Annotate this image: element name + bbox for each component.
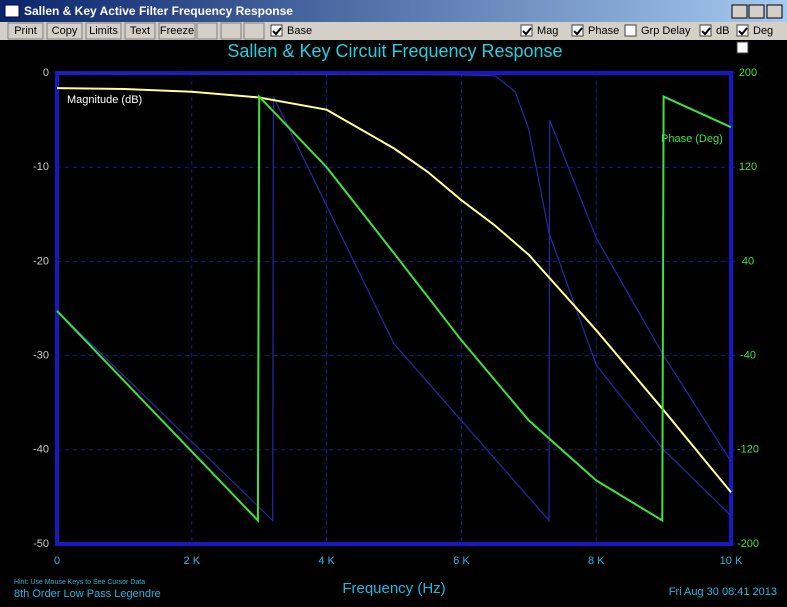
y2-tick-label: -40 [740, 350, 756, 362]
toolbar-button[interactable] [46, 22, 83, 40]
app-icon [4, 4, 20, 18]
series-line [56, 94, 732, 523]
pointer-tool[interactable] [243, 22, 265, 40]
x-tick-label: 0 [54, 555, 60, 567]
timestamp: Fri Aug 30 08:41 2013 [669, 586, 777, 598]
toolbar-button-label: Print [14, 25, 37, 37]
toolbar-button[interactable] [124, 22, 156, 40]
checkmark [522, 27, 532, 36]
chart-top [0, 40, 787, 58]
x-tick-label: 2 K [184, 555, 201, 567]
checkbox-label: Deg [753, 25, 773, 37]
checkbox[interactable] [624, 24, 637, 37]
checkbox-label: Mag [537, 25, 558, 37]
toolbar-button-label: Copy [52, 25, 78, 37]
checkbox-label: Phase [588, 25, 619, 37]
y-tick-label: -10 [33, 161, 49, 173]
series-label: Magnitude (dB) [67, 94, 142, 106]
y-tick-label: -50 [33, 538, 49, 550]
y2-tick-label: -120 [737, 444, 759, 456]
y-tick-label: 0 [43, 67, 49, 79]
series-line [56, 96, 732, 523]
y-tick-label: -30 [33, 350, 49, 362]
checkbox[interactable] [736, 41, 749, 54]
x-tick-label: 4 K [318, 555, 335, 567]
y2-tick-label: -200 [737, 538, 759, 550]
toolbar-button-label: Freeze [160, 25, 194, 37]
checkbox[interactable] [571, 24, 584, 37]
checkbox-label: Base [287, 25, 312, 37]
series-label: Phase (Deg) [661, 133, 723, 145]
x-axis-label: Frequency (Hz) [342, 580, 445, 597]
checkbox[interactable] [270, 24, 283, 37]
checkmark [738, 27, 748, 36]
checkmark [272, 27, 282, 36]
y2-tick-label: 120 [739, 161, 757, 173]
toolbar-button-label: Limits [89, 25, 118, 37]
close-button[interactable] [766, 4, 783, 19]
checkbox[interactable] [699, 24, 712, 37]
toolbar-button-label: Text [130, 25, 150, 37]
checkbox-label: dB [716, 25, 729, 37]
plot [56, 72, 735, 545]
zoom-tool[interactable] [196, 22, 218, 40]
title-bar [0, 0, 787, 22]
checkbox[interactable] [736, 24, 749, 37]
series-line [56, 72, 732, 517]
checkmark [573, 27, 583, 36]
y-tick-label: -20 [33, 255, 49, 267]
checkbox[interactable] [520, 24, 533, 37]
x-tick-label: 10 K [720, 555, 743, 567]
pan-tool[interactable] [220, 22, 242, 40]
y2-tick-label: 200 [739, 67, 757, 79]
window-title: Sallen & Key Active Filter Frequency Res… [24, 4, 293, 18]
plot-frame [55, 71, 733, 546]
toolbar-button[interactable] [158, 22, 196, 40]
minimize-button[interactable] [731, 4, 748, 19]
x-tick-label: 8 K [588, 555, 605, 567]
toolbar-button[interactable] [7, 22, 44, 40]
subtitle: 8th Order Low Pass Legendre [14, 588, 161, 600]
y2-tick-label: 40 [742, 255, 754, 267]
hint: Hint: Use Mouse Keys to See Cursor Data [14, 579, 145, 586]
series-line [56, 87, 732, 493]
chart-title: Sallen & Key Circuit Frequency Response [227, 41, 562, 61]
checkbox-label: Polar [753, 42, 779, 54]
window-controls [731, 4, 783, 19]
maximize-button[interactable] [748, 4, 765, 19]
checkmark [701, 27, 711, 36]
toolbar-button[interactable] [85, 22, 122, 40]
x-tick-label: 6 K [453, 555, 470, 567]
y-tick-label: -40 [33, 444, 49, 456]
checkbox-label: Grp Delay [641, 25, 691, 37]
